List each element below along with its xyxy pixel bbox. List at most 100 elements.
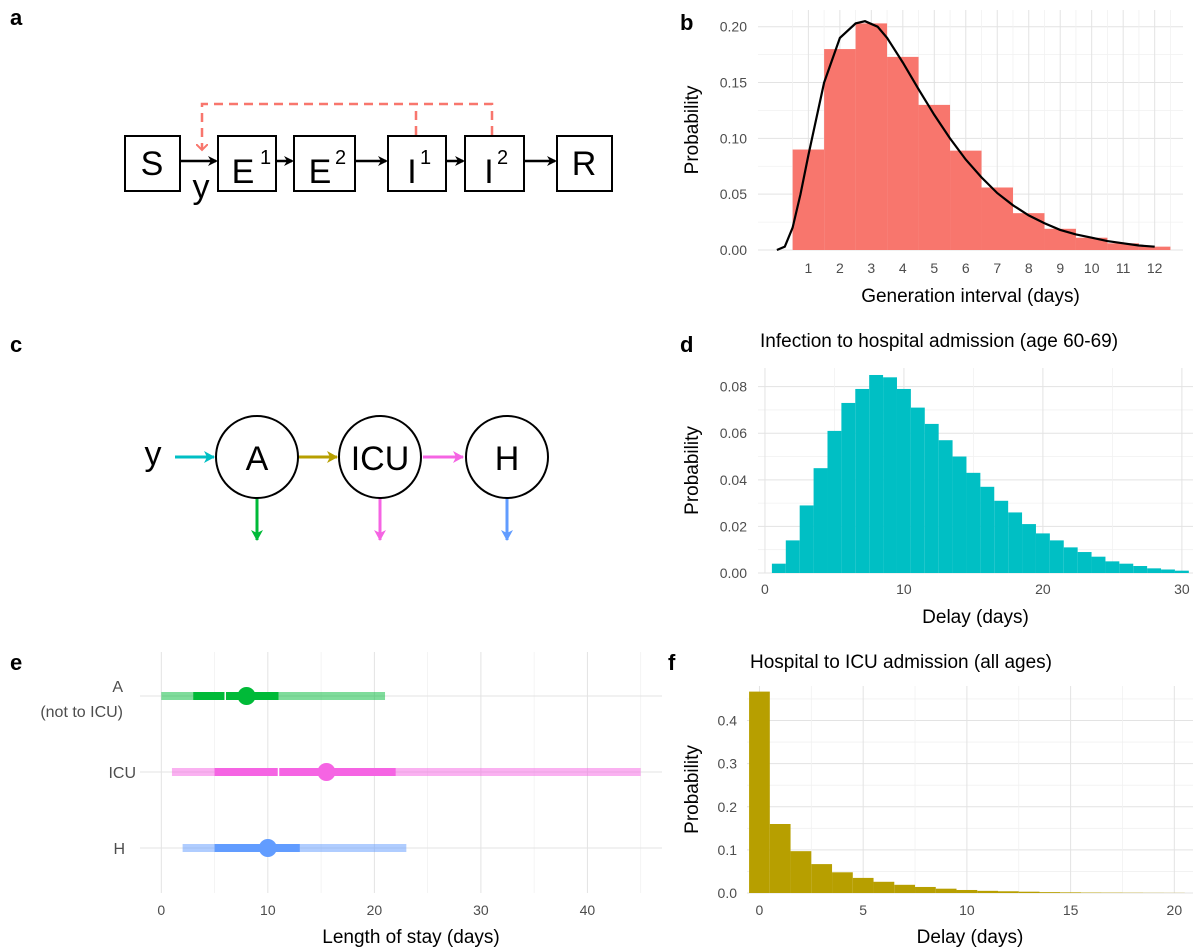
compartment-r: R <box>556 135 613 192</box>
compartment-i2: I 2 <box>464 135 525 192</box>
gen-interval-x-tick-label: 10 <box>1084 260 1100 276</box>
compartment-i2-label: I <box>484 153 493 191</box>
infection-admission-bar <box>938 440 953 573</box>
compartment-s: S <box>124 135 181 192</box>
infection-admission-y-tick-label: 0.08 <box>720 379 747 395</box>
gen-interval-bar <box>981 187 1013 250</box>
infection-admission-bar <box>841 402 856 573</box>
infection-admission-bar <box>813 468 828 573</box>
gen-interval-y-tick-label: 0.20 <box>720 19 747 35</box>
infection-admission-bar <box>1022 524 1036 573</box>
gen-interval-x-tick-label: 5 <box>930 260 938 276</box>
node-h <box>465 415 549 499</box>
hospital-icu-bar <box>873 881 895 893</box>
hospital-icu-bar <box>790 851 812 893</box>
hospital-icu-y-tick-label: 0.1 <box>718 842 738 858</box>
gen-interval-y-axis-label: Probability <box>682 85 703 174</box>
infection-admission-x-tick-label: 0 <box>761 581 769 597</box>
infection-admission-bar <box>966 472 981 573</box>
gen-interval-x-tick-label: 3 <box>867 260 875 276</box>
compartment-i1: I 1 <box>387 135 447 192</box>
infection-admission-y-tick-label: 0.00 <box>720 565 747 581</box>
hospital-icu-bar <box>749 691 770 893</box>
infection-admission-y-tick-label: 0.06 <box>720 425 747 441</box>
panel-label-c: c <box>10 332 22 357</box>
hospital-icu-bar <box>811 864 833 893</box>
hospital-icu-bar <box>998 891 1019 893</box>
los-x-tick-label: 10 <box>260 902 276 918</box>
chart-infection-to-admission: 0 10 20 30 0.00 0.02 0.04 0.06 0.08 Delay (days) P… <box>682 331 1193 628</box>
infection-admission-bar <box>1119 563 1134 573</box>
infection-admission-x-axis-label: Delay (days) <box>922 607 1029 628</box>
infection-admission-x-tick-label: 10 <box>896 581 912 597</box>
chart-hospital-to-icu: 0 5 10 15 20 0.0 0.1 0.2 0.3 0.4 Delay (days) Proba… <box>682 652 1193 948</box>
panel-label-d: d <box>680 332 693 357</box>
gen-interval-y-tick-label: 0.10 <box>720 130 747 146</box>
infection-admission-bar <box>1105 561 1120 573</box>
feedback-arrow-i2 <box>202 102 494 150</box>
chart-length-of-stay: A (not to ICU) ICU H 0 10 20 30 40 Length of stay… <box>40 652 662 948</box>
gen-interval-y-tick-label: 0.15 <box>720 75 747 91</box>
hospital-icu-y-tick-label: 0.3 <box>718 756 738 772</box>
gen-interval-bar <box>792 149 825 250</box>
gen-interval-bar <box>950 150 982 250</box>
hospital-icu-bar <box>832 872 853 893</box>
infection-admission-bar <box>1049 540 1064 573</box>
infection-admission-bar <box>827 430 842 573</box>
infection-admission-bar <box>1133 566 1148 573</box>
gen-interval-bar <box>1044 228 1076 250</box>
hospital-icu-x-tick-label: 0 <box>756 902 764 918</box>
infection-admission-bar <box>1063 547 1078 573</box>
gen-interval-bar <box>1107 243 1139 250</box>
gen-interval-x-tick-label: 8 <box>1025 260 1033 276</box>
hospital-icu-x-tick-label: 15 <box>1063 902 1079 918</box>
compartment-diagram: S E 1 E 2 I 1 I 2 R y <box>124 102 613 206</box>
hospital-icu-x-tick-label: 5 <box>859 902 867 918</box>
gen-interval-x-tick-label: 1 <box>804 260 812 276</box>
los-category-label: ICU <box>108 765 136 782</box>
gen-interval-x-tick-label: 4 <box>899 260 907 276</box>
los-x-tick-label: 30 <box>473 902 489 918</box>
hospital-icu-x-tick-label: 10 <box>959 902 975 918</box>
infection-admission-bar <box>869 374 884 573</box>
gen-interval-x-axis-label: Generation interval (days) <box>861 286 1080 307</box>
gen-interval-density-curve <box>776 20 1155 252</box>
chart-generation-interval: 1 2 3 4 5 6 7 8 9 10 11 120.000.050.100.150.20Gener… <box>682 10 1183 307</box>
panel-label-f: f <box>668 650 676 675</box>
hospital-icu-y-axis-label: Probability <box>682 745 703 834</box>
panel-label-a: a <box>10 5 23 30</box>
node-a-label: A <box>246 440 269 478</box>
compartment-r-label: R <box>572 145 597 183</box>
infection-admission-bar <box>1008 512 1023 573</box>
infection-admission-x-tick-label: 20 <box>1035 581 1051 597</box>
compartment-e1-superscript: 1 <box>260 147 271 169</box>
gen-interval-x-tick-label: 9 <box>1056 260 1064 276</box>
gen-interval-bar <box>918 104 951 250</box>
compartment-e2: E 2 <box>293 135 356 192</box>
node-a <box>215 415 299 499</box>
compartment-i2-superscript: 2 <box>497 147 508 169</box>
los-point <box>237 687 256 705</box>
hospital-icu-bar <box>1039 892 1061 893</box>
hospital-icu-bar <box>894 884 916 893</box>
los-category-label: H <box>113 841 125 858</box>
hospital-icu-bar <box>852 877 874 893</box>
infection-admission-y-axis-label: Probability <box>682 426 703 515</box>
gen-interval-bar <box>887 56 919 250</box>
gen-interval-x-tick-label: 7 <box>993 260 1001 276</box>
infection-admission-x-tick-label: 30 <box>1174 581 1190 597</box>
gen-interval-x-tick-label: 12 <box>1147 260 1163 276</box>
hospital-icu-bar <box>956 889 978 893</box>
gen-interval-x-tick-label: 11 <box>1116 260 1131 276</box>
los-x-tick-label: 0 <box>157 902 165 918</box>
los-point <box>317 763 336 781</box>
hospital-pathway-diagram: A ICU H y <box>145 415 549 541</box>
hospital-icu-x-axis-label: Delay (days) <box>917 927 1024 948</box>
hospital-icu-bar <box>977 890 999 893</box>
node-h-label: H <box>495 440 520 478</box>
infection-admission-y-tick-label: 0.04 <box>720 472 747 488</box>
infection-admission-bar <box>1091 556 1106 573</box>
infection-admission-bar <box>855 388 870 573</box>
compartment-e1-label: E <box>232 153 255 191</box>
